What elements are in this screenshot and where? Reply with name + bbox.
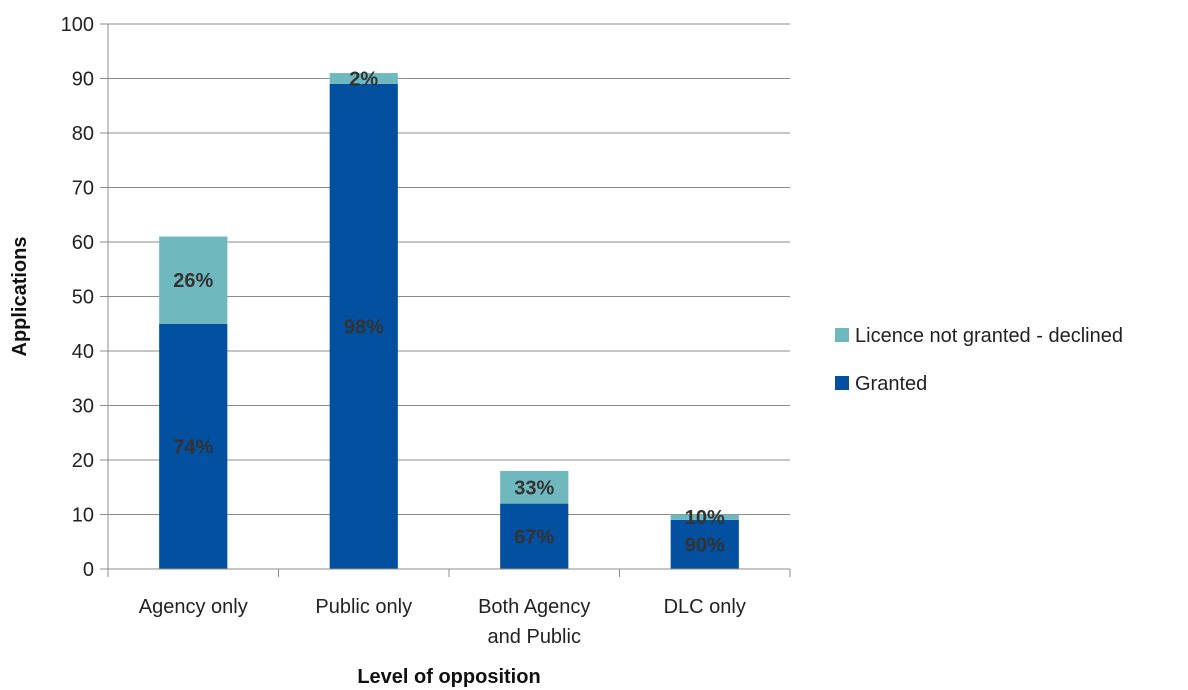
y-tick-label: 0 <box>83 559 94 581</box>
bar-segment <box>159 236 228 324</box>
y-axis-title: Applications <box>9 236 31 356</box>
data-label: 2% <box>349 69 378 91</box>
bar-segment <box>670 514 739 520</box>
y-tick-label: 80 <box>72 123 94 145</box>
legend: Licence not granted - declined Granted <box>835 325 1123 395</box>
y-tick-labels: 0 10 20 30 40 50 60 70 80 90 100 <box>61 14 94 581</box>
bar-segment <box>159 323 228 569</box>
axes <box>107 24 791 577</box>
legend-swatch <box>835 328 849 342</box>
y-tick-label: 90 <box>72 69 94 91</box>
bar-segment <box>670 519 739 569</box>
data-label: 98% <box>344 316 384 338</box>
x-category-labels: Agency only Public only Both Agency and Pub… <box>139 596 746 648</box>
data-label: 90% <box>685 534 725 556</box>
x-category-label: and Public <box>488 626 581 648</box>
y-tick-label: 60 <box>72 232 94 254</box>
legend-label: Granted <box>855 373 927 395</box>
y-tick-label: 20 <box>72 450 94 472</box>
data-label: 33% <box>514 477 554 499</box>
data-label: 74% <box>173 436 213 458</box>
bar-segment <box>500 470 569 504</box>
y-tick-label: 30 <box>72 396 94 418</box>
y-tick-label: 100 <box>61 14 94 36</box>
data-label: 67% <box>514 526 554 548</box>
data-label: 10% <box>685 507 725 529</box>
legend-swatch <box>835 376 849 390</box>
x-category-label: Both Agency <box>478 596 590 618</box>
data-label: 26% <box>173 270 213 292</box>
y-tick-label: 50 <box>72 287 94 309</box>
y-tick-label: 10 <box>72 505 94 527</box>
x-category-label: Agency only <box>139 596 248 618</box>
x-category-label: Public only <box>315 596 412 618</box>
segment-labels: 74% 26% 98% 2% 67% 33% 90% 10% <box>173 69 725 557</box>
bars <box>159 73 739 569</box>
legend-label: Licence not granted - declined <box>855 325 1123 347</box>
bar-segment <box>329 73 398 84</box>
bar-segment <box>329 83 398 569</box>
y-tick-label: 40 <box>72 341 94 363</box>
x-category-label: DLC only <box>664 596 746 618</box>
x-axis-title: Level of opposition <box>357 666 540 688</box>
bar-segment <box>500 503 569 569</box>
y-tick-label: 70 <box>72 178 94 200</box>
